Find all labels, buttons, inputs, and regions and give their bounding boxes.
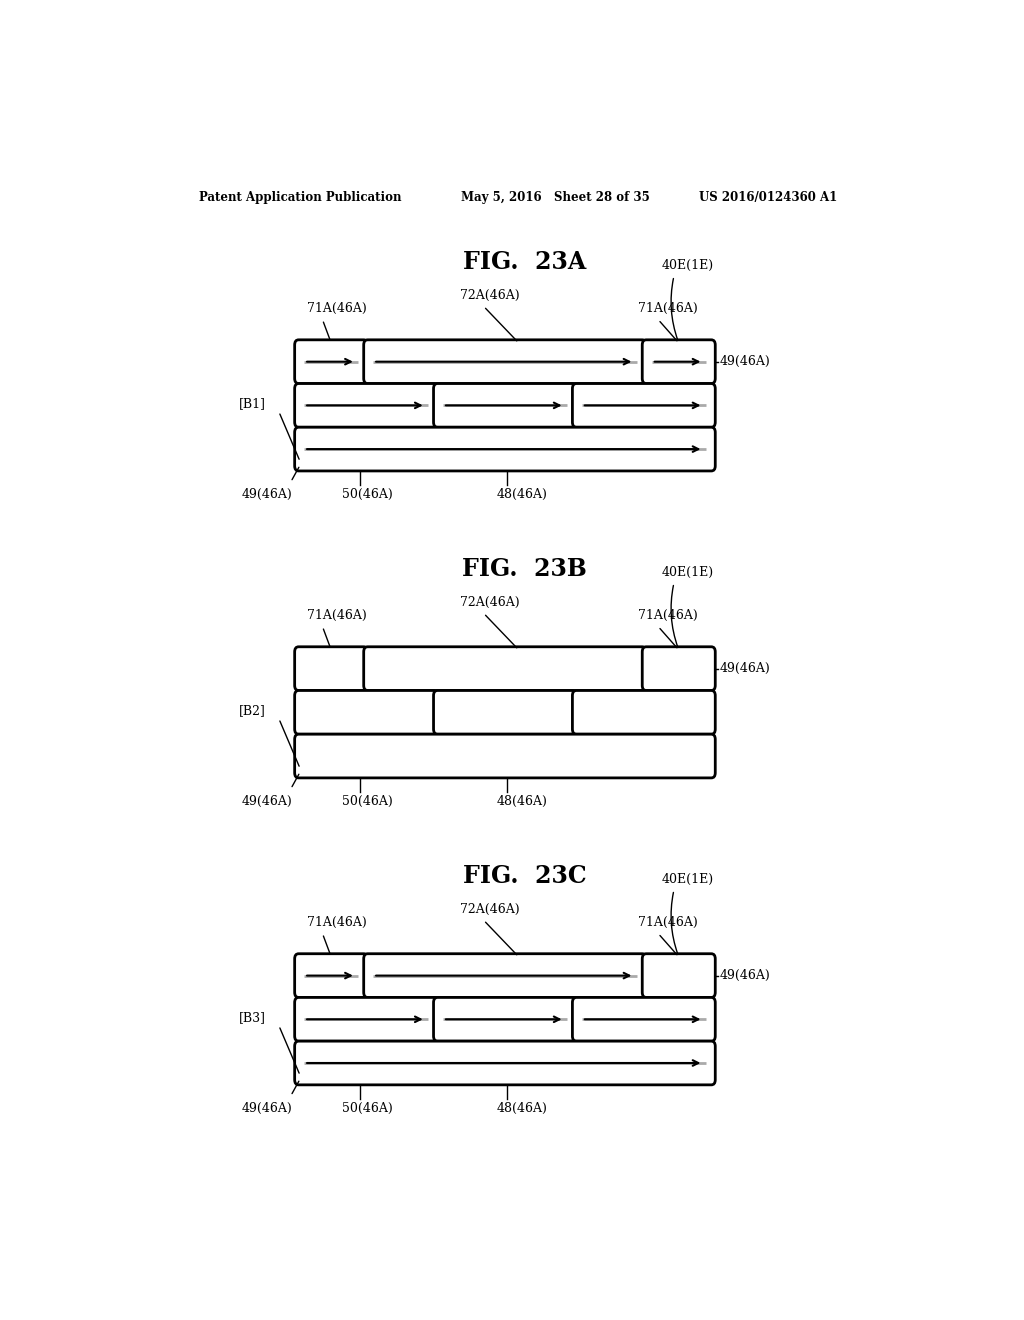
FancyBboxPatch shape xyxy=(295,998,437,1041)
Text: [B2]: [B2] xyxy=(240,704,266,717)
FancyBboxPatch shape xyxy=(364,339,646,384)
FancyBboxPatch shape xyxy=(433,998,577,1041)
Text: US 2016/0124360 A1: US 2016/0124360 A1 xyxy=(699,191,838,203)
Text: 48(46A): 48(46A) xyxy=(497,1102,548,1115)
Text: 71A(46A): 71A(46A) xyxy=(306,610,367,623)
FancyBboxPatch shape xyxy=(642,339,715,384)
Text: 49(46A): 49(46A) xyxy=(719,663,770,675)
Text: 49(46A): 49(46A) xyxy=(719,969,770,982)
FancyBboxPatch shape xyxy=(295,339,368,384)
FancyBboxPatch shape xyxy=(433,690,577,734)
Text: 40E(1E): 40E(1E) xyxy=(663,259,714,272)
Text: 71A(46A): 71A(46A) xyxy=(638,916,698,929)
FancyBboxPatch shape xyxy=(364,954,646,998)
Text: 71A(46A): 71A(46A) xyxy=(638,302,698,315)
Text: 71A(46A): 71A(46A) xyxy=(306,302,367,315)
FancyBboxPatch shape xyxy=(295,690,437,734)
Text: 72A(46A): 72A(46A) xyxy=(460,597,519,609)
Text: May 5, 2016   Sheet 28 of 35: May 5, 2016 Sheet 28 of 35 xyxy=(461,191,650,203)
Text: 50(46A): 50(46A) xyxy=(342,795,393,808)
FancyBboxPatch shape xyxy=(572,690,716,734)
FancyBboxPatch shape xyxy=(642,954,715,998)
FancyBboxPatch shape xyxy=(295,428,715,471)
Text: 50(46A): 50(46A) xyxy=(342,488,393,502)
Text: [B1]: [B1] xyxy=(240,397,266,409)
Text: Patent Application Publication: Patent Application Publication xyxy=(200,191,402,203)
FancyBboxPatch shape xyxy=(572,384,716,428)
FancyBboxPatch shape xyxy=(433,384,577,428)
Text: 40E(1E): 40E(1E) xyxy=(663,566,714,578)
FancyBboxPatch shape xyxy=(642,647,715,690)
FancyBboxPatch shape xyxy=(295,954,368,998)
FancyBboxPatch shape xyxy=(295,647,368,690)
Text: 40E(1E): 40E(1E) xyxy=(663,873,714,886)
Text: 71A(46A): 71A(46A) xyxy=(306,916,367,929)
Text: [B3]: [B3] xyxy=(240,1011,266,1024)
FancyBboxPatch shape xyxy=(295,1041,715,1085)
Text: 72A(46A): 72A(46A) xyxy=(460,289,519,302)
Text: FIG.  23B: FIG. 23B xyxy=(463,557,587,581)
Text: 71A(46A): 71A(46A) xyxy=(638,610,698,623)
Text: 72A(46A): 72A(46A) xyxy=(460,903,519,916)
Text: 49(46A): 49(46A) xyxy=(242,795,292,808)
Text: 50(46A): 50(46A) xyxy=(342,1102,393,1115)
Text: FIG.  23A: FIG. 23A xyxy=(463,249,587,275)
Text: 48(46A): 48(46A) xyxy=(497,795,548,808)
FancyBboxPatch shape xyxy=(572,998,716,1041)
FancyBboxPatch shape xyxy=(295,734,715,777)
Text: FIG.  23C: FIG. 23C xyxy=(463,865,587,888)
FancyBboxPatch shape xyxy=(364,647,646,690)
FancyBboxPatch shape xyxy=(295,384,437,428)
Text: 49(46A): 49(46A) xyxy=(242,1102,292,1115)
Text: 49(46A): 49(46A) xyxy=(719,355,770,368)
Text: 49(46A): 49(46A) xyxy=(242,488,292,502)
Text: 48(46A): 48(46A) xyxy=(497,488,548,502)
